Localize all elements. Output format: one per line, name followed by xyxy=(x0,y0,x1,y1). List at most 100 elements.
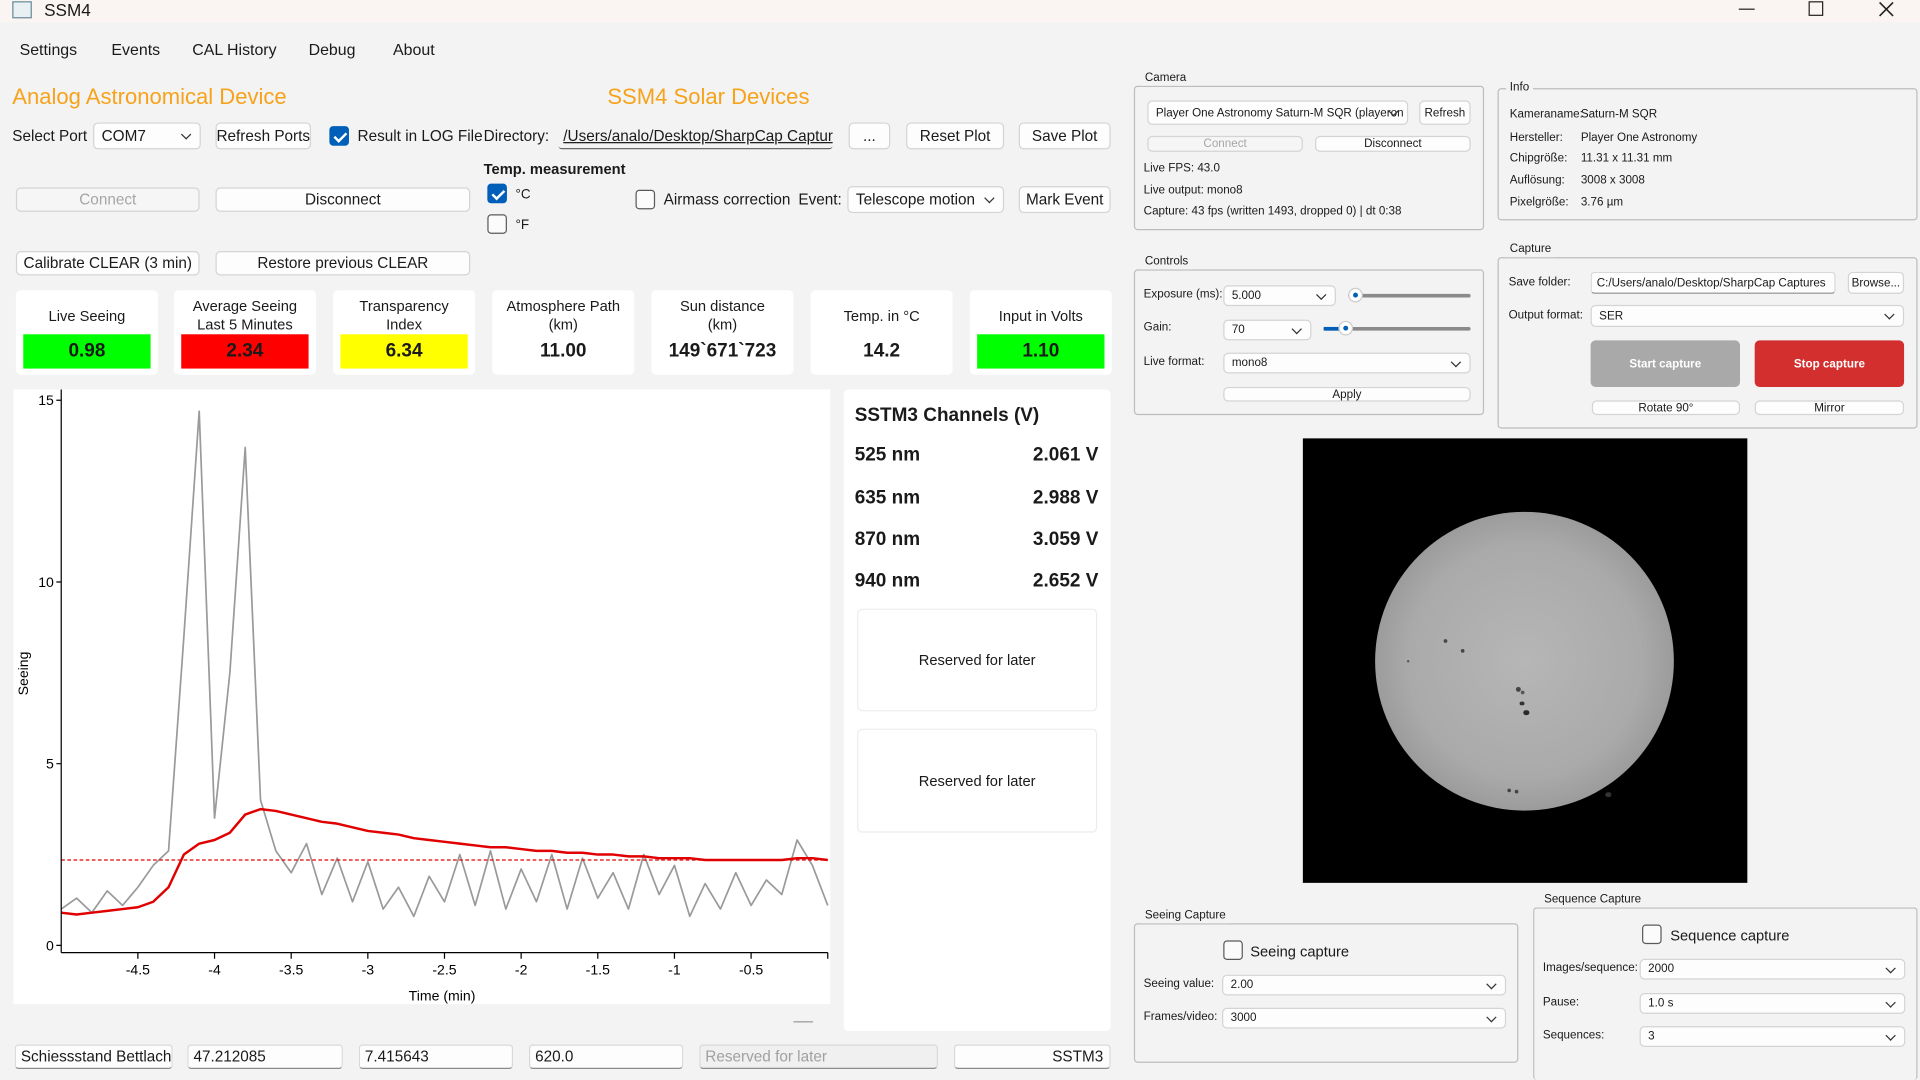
exposure-spin[interactable]: 5.000 xyxy=(1223,285,1336,307)
button[interactable]: Browse... xyxy=(1847,271,1905,294)
button[interactable]: Connect xyxy=(15,187,200,212)
menu-item[interactable]: Debug xyxy=(308,40,356,59)
metric-card: Live Seeing 0.98 xyxy=(15,290,158,375)
metric-label: Temp. in °C xyxy=(843,306,920,324)
label: Directory: xyxy=(483,127,550,145)
button[interactable]: ... xyxy=(848,122,891,150)
menu-item[interactable]: About xyxy=(393,40,435,59)
metric-card: Transparency Index 6.34 xyxy=(333,290,476,375)
footer-field[interactable]: 7.415643 xyxy=(358,1044,514,1069)
status-text: Capture: 43 fps (written 1493, dropped 0… xyxy=(1143,204,1402,218)
x-tick-label: -2.5 xyxy=(432,962,456,978)
group-title: Info xyxy=(1506,80,1533,96)
button[interactable]: Reset Plot xyxy=(906,122,1005,150)
y-tick-label: 15 xyxy=(38,392,54,408)
menu-item[interactable]: Events xyxy=(111,40,161,59)
group-title: Sequence Capture xyxy=(1540,892,1645,908)
series-line xyxy=(61,807,828,916)
group-title: Controls xyxy=(1141,254,1192,270)
images-combo[interactable]: 2000 xyxy=(1639,958,1906,980)
button[interactable]: Calibrate CLEAR (3 min) xyxy=(15,251,200,276)
channel-band: 635 nm xyxy=(854,487,921,509)
button[interactable]: Disconnect xyxy=(1315,135,1471,152)
metric-label: Live Seeing xyxy=(48,306,126,324)
checkbox[interactable] xyxy=(1223,940,1243,960)
footer-field[interactable]: 47.212085 xyxy=(187,1044,343,1069)
folder-input[interactable]: C:/Users/analo/Desktop/SharpCap Captures xyxy=(1590,271,1836,294)
port-combo[interactable]: COM7 xyxy=(93,122,201,150)
button[interactable]: Refresh xyxy=(1419,100,1471,125)
label: Event: xyxy=(798,191,842,209)
x-tick-label: -1.5 xyxy=(586,962,610,978)
x-tick-label: -3.5 xyxy=(279,962,303,978)
slider-thumb[interactable] xyxy=(1338,320,1354,336)
camera-combo[interactable]: Player One Astronomy Saturn-M SQR (playe… xyxy=(1147,100,1409,125)
button[interactable]: Disconnect xyxy=(215,187,471,212)
x-tick-label: -1 xyxy=(668,962,681,978)
label: Exposure (ms): xyxy=(1143,287,1223,302)
resize-handle[interactable] xyxy=(793,1021,814,1023)
slider-track xyxy=(1323,326,1471,331)
checkbox[interactable] xyxy=(635,189,656,210)
label: Live format: xyxy=(1143,355,1205,369)
metric-value: 0.98 xyxy=(23,334,151,369)
event-combo[interactable]: Telescope motion xyxy=(847,186,1005,214)
sequences-combo[interactable]: 3 xyxy=(1639,1026,1906,1047)
button[interactable]: Rotate 90° xyxy=(1591,400,1740,416)
label: Frames/video: xyxy=(1143,1010,1218,1024)
info-value: 3.76 µm xyxy=(1580,195,1624,210)
metric-value: 14.2 xyxy=(817,334,946,369)
checkbox[interactable] xyxy=(487,214,507,234)
format-combo[interactable]: mono8 xyxy=(1223,352,1471,374)
button[interactable]: Restore previous CLEAR xyxy=(215,251,471,276)
metric-value: 2.34 xyxy=(181,334,309,369)
format-combo[interactable]: SER xyxy=(1590,304,1905,327)
label: Seeing capture xyxy=(1250,942,1350,960)
group-title: Seeing Capture xyxy=(1141,908,1230,924)
metric-card: Sun distance (km) 149`671`723 xyxy=(651,290,794,375)
stop-capture-button[interactable]: Stop capture xyxy=(1754,340,1905,387)
label: Airmass correction xyxy=(663,191,791,209)
maximize-button[interactable] xyxy=(1808,1,1824,16)
button[interactable]: Connect xyxy=(1147,135,1303,152)
menu-item[interactable]: Settings xyxy=(19,40,78,59)
metric-value: 149`671`723 xyxy=(658,334,787,369)
label: Gain: xyxy=(1143,320,1172,335)
footer-field[interactable]: SSTM3 xyxy=(953,1044,1111,1069)
frames-combo[interactable]: 3000 xyxy=(1222,1007,1507,1029)
footer-field[interactable]: 620.0 xyxy=(528,1044,684,1069)
footer-field: Reserved for later xyxy=(699,1044,938,1069)
info-label: Chipgröße: xyxy=(1509,151,1568,166)
footer-field[interactable]: Schiessstand Bettlach xyxy=(14,1044,173,1069)
button[interactable]: Apply xyxy=(1223,386,1471,402)
window-title: SSM4 xyxy=(44,0,91,20)
camera-group xyxy=(1133,85,1485,231)
seeing-combo[interactable]: 2.00 xyxy=(1222,974,1507,996)
label: Sequences: xyxy=(1542,1028,1605,1043)
reserved-box: Reserved for later xyxy=(857,608,1098,712)
pause-combo[interactable]: 1.0 s xyxy=(1639,993,1906,1014)
gain-spin[interactable]: 70 xyxy=(1223,319,1312,341)
label: Result in LOG File xyxy=(357,127,483,145)
start-capture-button[interactable]: Start capture xyxy=(1590,340,1740,387)
chart-panel xyxy=(13,389,831,1005)
channels-title: SSTM3 Channels (V) xyxy=(854,405,1040,427)
checkbox[interactable] xyxy=(329,126,349,146)
slider-thumb[interactable] xyxy=(1348,287,1363,303)
button[interactable]: Mirror xyxy=(1754,400,1905,416)
label: °F xyxy=(515,217,530,233)
button[interactable]: Mark Event xyxy=(1018,186,1111,214)
label: Sequence capture xyxy=(1670,926,1790,945)
checkbox[interactable] xyxy=(487,183,507,204)
menu-item[interactable]: CAL History xyxy=(192,40,277,59)
header-left: Analog Astronomical Device xyxy=(12,84,287,109)
info-label: Kameraname: xyxy=(1509,107,1583,122)
seeing-capture-group xyxy=(1133,923,1519,1063)
close-button[interactable] xyxy=(1878,1,1894,17)
checkbox[interactable] xyxy=(1642,924,1662,945)
button[interactable]: Refresh Ports xyxy=(215,122,312,150)
button[interactable]: Save Plot xyxy=(1018,122,1111,150)
minimize-button[interactable] xyxy=(1738,8,1755,10)
directory-input[interactable]: /Users/analo/Desktop/SharpCap Captures xyxy=(558,122,833,150)
